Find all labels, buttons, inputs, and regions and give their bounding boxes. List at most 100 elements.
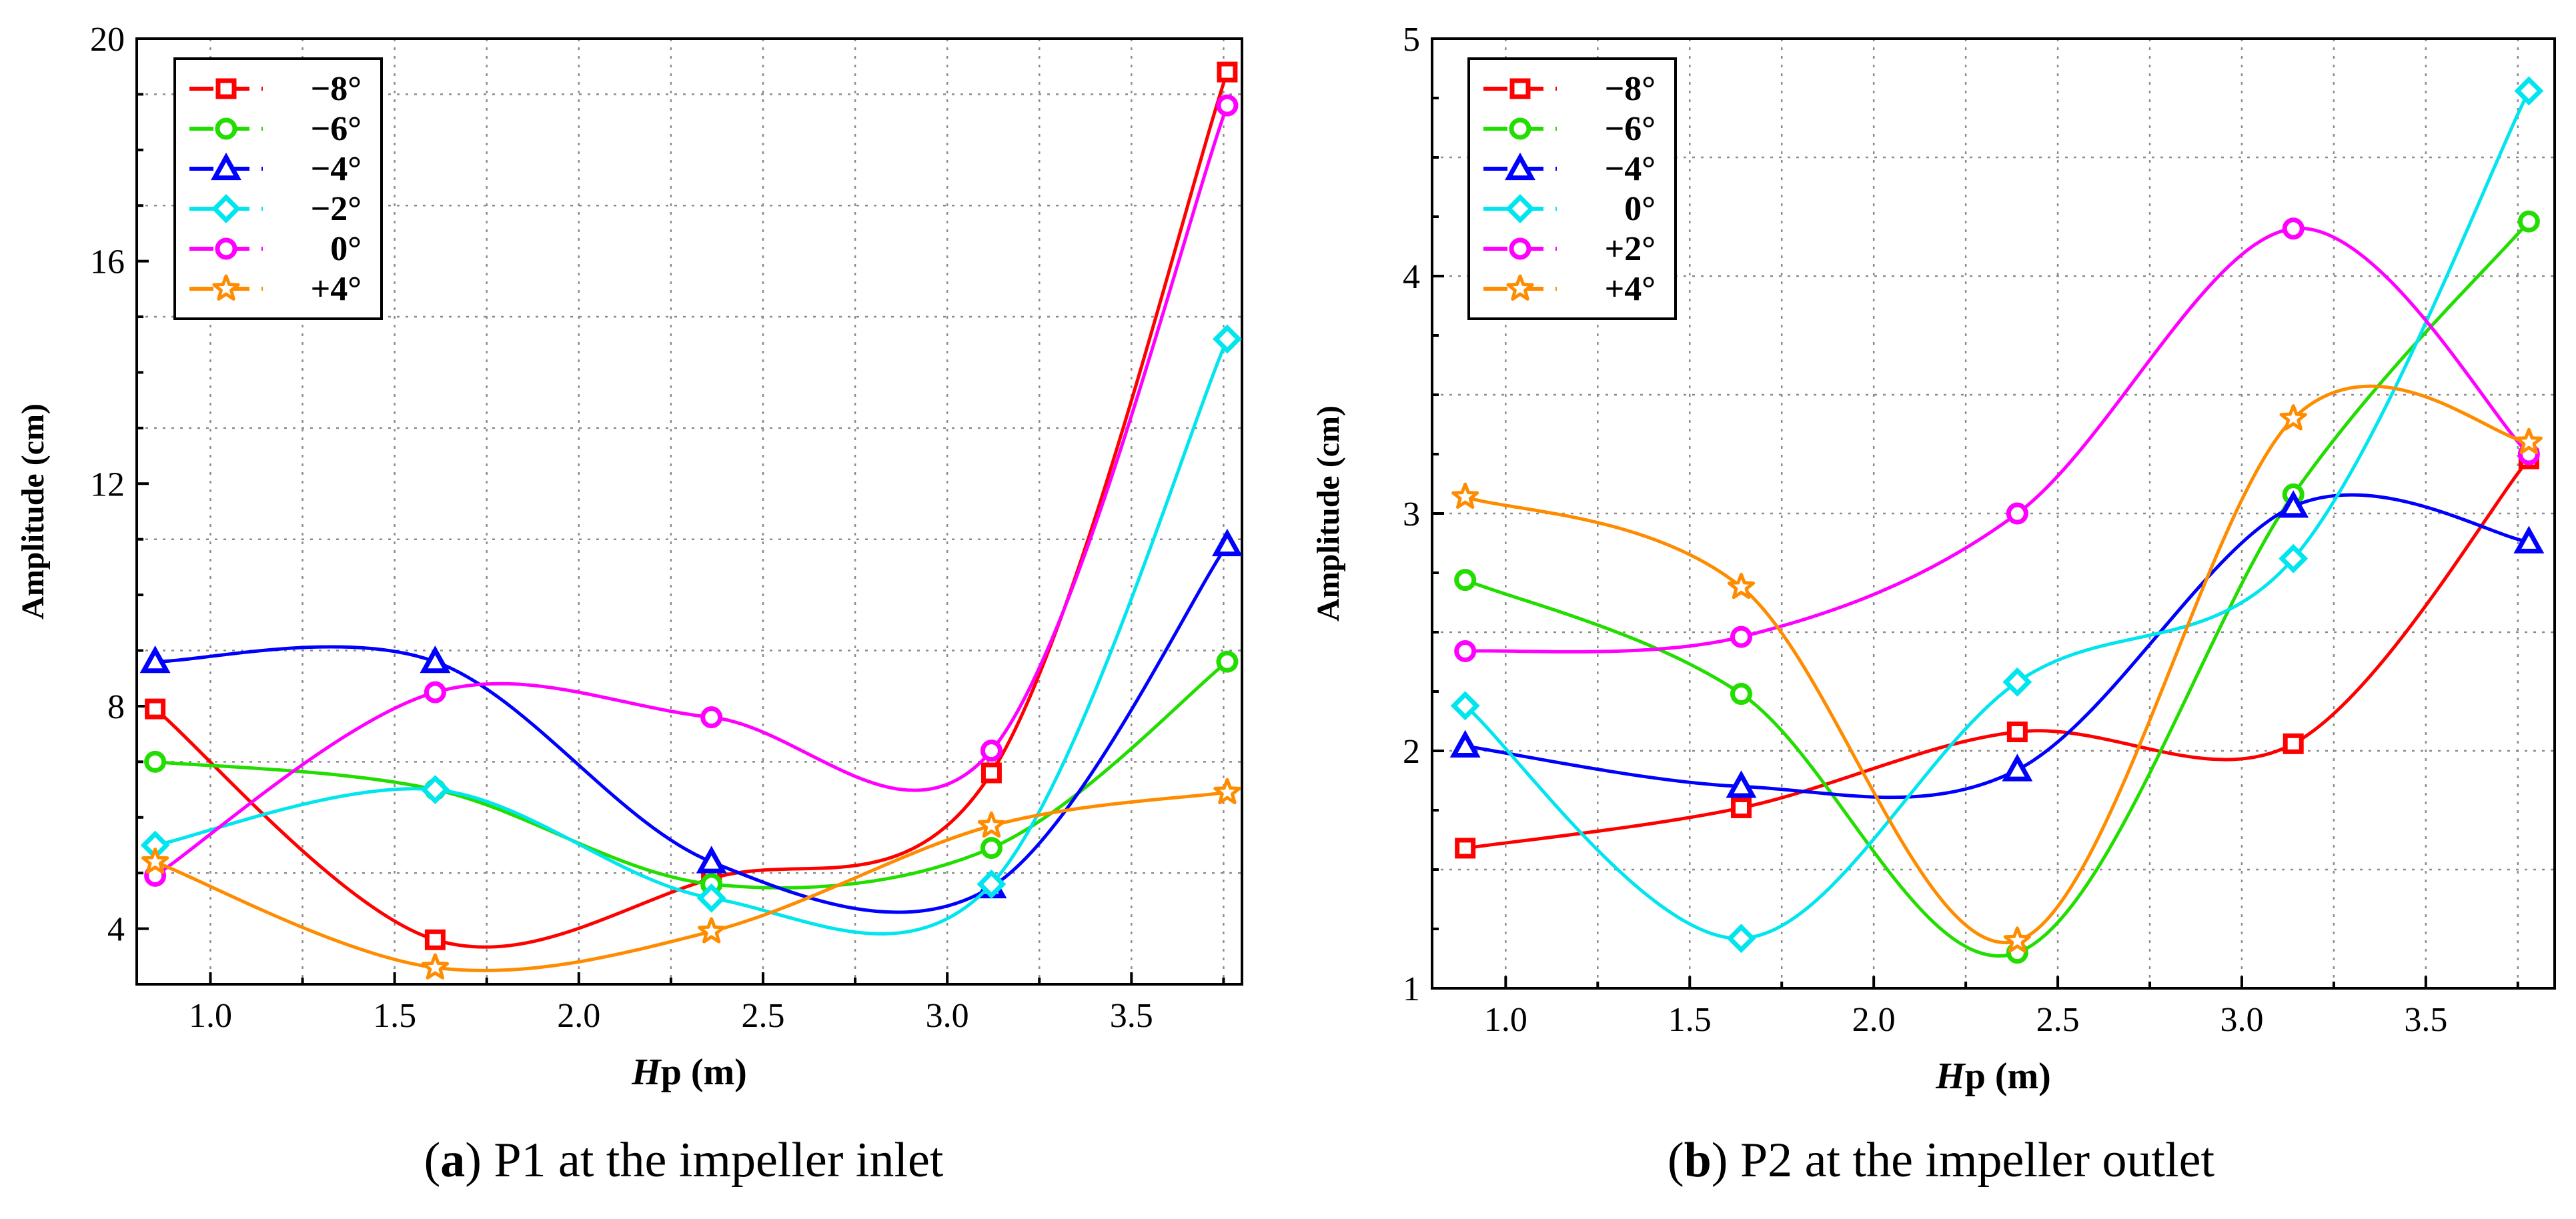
panel-b-x-tick-label: 1.5 (1668, 1001, 1712, 1039)
panel-a-series-3 (140, 324, 1242, 936)
panel-a-legend-marker (215, 78, 237, 99)
panel-b-series-1 (1454, 210, 2540, 964)
panel-a-data-point (1211, 528, 1243, 557)
panel-a-y-tick-label: 20 (90, 21, 125, 59)
panel-b-data-point (1450, 691, 1480, 721)
panel-b-x-tick-label: 2.0 (1852, 1001, 1896, 1039)
panel-b-caption: (b) P2 at the impeller outlet (1668, 1133, 2214, 1188)
panel-a-data-point (696, 883, 726, 913)
panel-b-x-tick-label: 3.5 (2404, 1001, 2447, 1039)
panel-a-data-point (145, 698, 166, 720)
panel-a-series-4 (144, 94, 1239, 887)
panel-a-data-point (421, 953, 449, 980)
panel-b-data-point (1731, 797, 1752, 818)
panel-a-legend-label: +4° (311, 270, 362, 308)
panel-a-y-tick-label: 8 (107, 688, 125, 726)
panel-b-legend-label: −8° (1605, 70, 1656, 108)
panel-b-data-point (2514, 76, 2544, 106)
panel-a-data-point (1216, 94, 1239, 117)
panel-b-x-tick-label: 1.0 (1484, 1001, 1527, 1039)
panel-a-axes-frame (135, 37, 1243, 986)
panel-b-legend-marker (1509, 117, 1531, 140)
panel-b-data-point (2513, 525, 2545, 553)
panel-b-legend-label: 0° (1624, 190, 1656, 228)
panel-b-data-point (2517, 210, 2540, 233)
panel-a-legend-label: −2° (311, 190, 362, 228)
panel-b-data-point (2006, 502, 2028, 525)
panel-b-legend-label: +4° (1605, 270, 1656, 308)
panel-b-legend-marker (1506, 274, 1534, 301)
panel-a-legend-marker (212, 274, 240, 301)
panel-a-data-point (700, 706, 723, 729)
panel-b-series-2 (1449, 490, 2545, 800)
panel-a-data-point (420, 646, 451, 674)
panel-a-series-line (154, 71, 1229, 949)
panel-b-legend-marker (1505, 152, 1535, 181)
panel-b-y-tick-label: 2 (1403, 733, 1420, 771)
panel-a-x-axis-title: Hp (m) (631, 1052, 747, 1093)
panel-b-y-tick-label: 3 (1403, 495, 1420, 533)
panel-a-x-tick-label: 2.5 (741, 997, 784, 1035)
panel-a-data-point (424, 681, 446, 704)
panel-b-data-point (1454, 569, 1477, 591)
panel-a-x-tick-label: 3.5 (1110, 997, 1153, 1035)
panel-b-series-5 (1451, 384, 2543, 953)
panel-a-legend-label: −6° (311, 110, 362, 148)
panel-a-data-point (977, 869, 1007, 899)
panel-a-data-point (141, 848, 169, 874)
panel-b-legend-label: −4° (1605, 150, 1656, 188)
panel-b-data-point (2279, 543, 2309, 573)
panel-b-y-axis-title: Amplitude (cm) (1311, 405, 1346, 622)
panel-a-y-axis-title: Amplitude (cm) (15, 403, 51, 620)
panel-b-data-point (1726, 770, 1757, 798)
panel-b-legend-marker (1509, 78, 1531, 99)
panel-a-data-point (980, 837, 1003, 860)
panel-a-legend-marker (211, 194, 241, 223)
panel-b-data-point (2515, 427, 2543, 455)
panel-a-series-0 (145, 61, 1238, 950)
panel-b-data-point (1727, 572, 1756, 599)
panel-b-y-tick-label: 4 (1403, 258, 1420, 296)
panel-a-series-line (154, 105, 1229, 878)
panel-b-x-axis-title: Hp (m) (1935, 1056, 2051, 1097)
panel-a-data-point (424, 929, 446, 950)
panel-b-data-point (2003, 926, 2031, 953)
panel-a-y-tick-label: 16 (90, 243, 125, 281)
panel-a-data-point (1212, 324, 1242, 354)
panel-a-legend-label: −8° (311, 70, 362, 108)
panel-a-series-5 (141, 778, 1241, 980)
panel-a-caption: (a) P1 at the impeller inlet (424, 1133, 944, 1188)
panel-a-data-point (980, 740, 1003, 762)
panel-b-series-3 (1450, 76, 2544, 954)
panel-a-series-line (155, 338, 1229, 936)
panel-b-data-point (1449, 730, 1481, 758)
panel-a-x-tick-label: 3.0 (926, 997, 969, 1035)
panel-b-legend-marker (1509, 237, 1531, 260)
panel-b-data-point (2283, 733, 2304, 754)
panel-a: (a) P1 at the impeller inlet 1.0 1.5 2.0 2.… (15, 21, 1243, 1188)
panel-b-data-point (2279, 404, 2307, 431)
panel-b: (b) P2 at the impeller outlet 1.0 1.5 2.0 2… (1311, 21, 2556, 1188)
panel-a-y-tick-label: 4 (107, 911, 125, 949)
panel-b-legend-label: +2° (1605, 230, 1656, 268)
panel-a-ticks (137, 37, 1225, 986)
panel-b-legend-label: −6° (1605, 110, 1656, 148)
panel-b-data-point (1451, 482, 1479, 509)
panel-b-data-point (1455, 838, 1476, 859)
panel-b-legend-box (1467, 57, 1677, 320)
panel-a-data-point (144, 750, 167, 773)
panel-b-series-line (1465, 227, 2531, 654)
panel-a-legend-marker (215, 117, 237, 140)
panel-a-data-point (698, 917, 726, 944)
panel-a-x-tick-label: 1.0 (189, 997, 232, 1035)
panel-b-data-point (1454, 640, 1477, 662)
panel-a-data-point (977, 811, 1005, 838)
panel-a-legend-box (173, 57, 383, 320)
panel-a-data-point (1213, 778, 1241, 805)
panel-b-y-tick-label: 5 (1403, 21, 1420, 59)
panel-b-y-tick-label: 1 (1403, 970, 1420, 1008)
panel-b-data-point (2006, 722, 2028, 743)
panel-b-ticks (1432, 37, 2519, 990)
panel-a-x-tick-label: 2.0 (557, 997, 600, 1035)
